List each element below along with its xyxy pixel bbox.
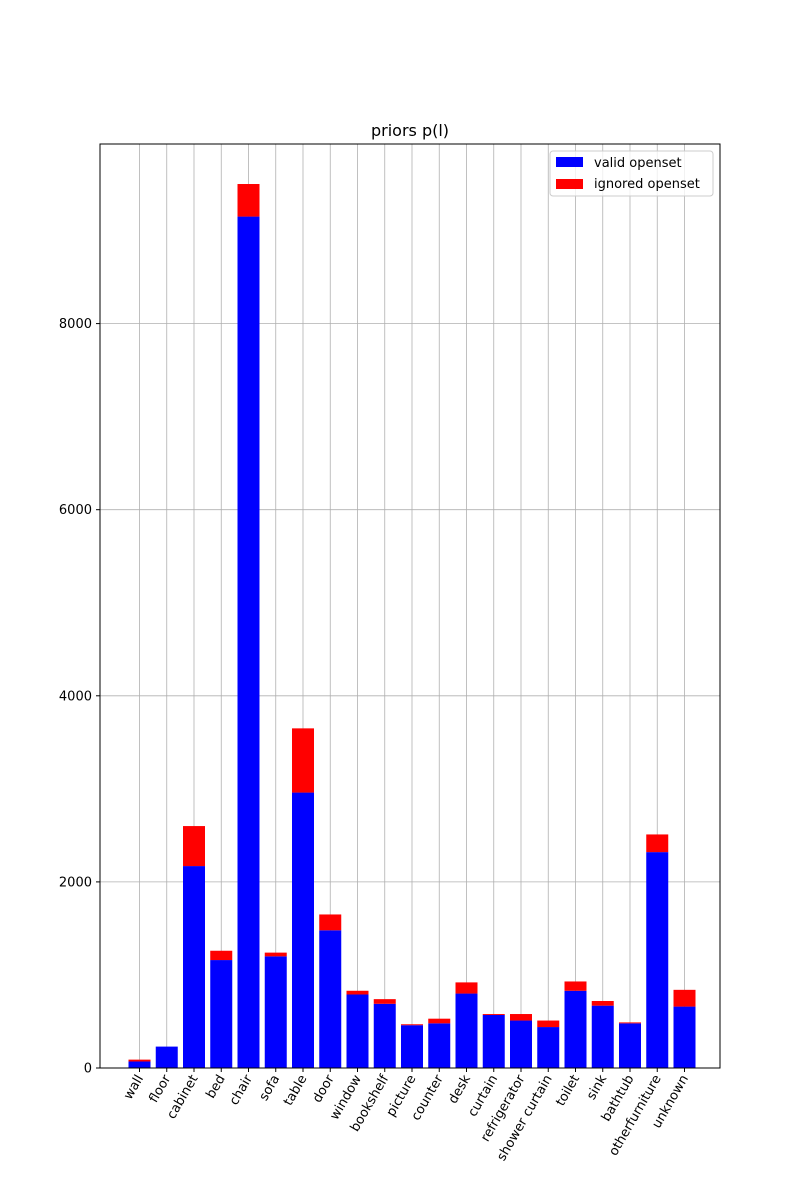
bar-valid-shower-curtain — [537, 1027, 560, 1068]
bar-valid-sink — [591, 1005, 614, 1068]
y-tick-label: 0 — [84, 1062, 92, 1077]
bar-valid-bathtub — [619, 1023, 641, 1068]
y-tick-label: 2000 — [59, 875, 92, 890]
bar-valid-door — [319, 930, 342, 1068]
bar-ignored-picture — [401, 1024, 423, 1026]
bar-ignored-curtain — [482, 1014, 505, 1015]
bar-ignored-sink — [591, 1001, 614, 1006]
bar-valid-chair — [237, 216, 260, 1068]
plot-frame — [99, 143, 721, 1069]
bar-valid-unknown — [673, 1006, 696, 1068]
bar-ignored-otherfurniture — [646, 834, 669, 853]
bar-valid-desk — [455, 993, 478, 1068]
grid-layer — [100, 144, 720, 1068]
legend-label-ignored-openset: ignored openset — [594, 177, 700, 192]
bar-ignored-toilet — [564, 981, 587, 991]
bar-valid-cabinet — [183, 866, 205, 1068]
bar-valid-sofa — [264, 956, 287, 1068]
y-tick-label: 8000 — [59, 317, 92, 332]
x-tick-label: sofa — [257, 1073, 284, 1104]
legend-box — [549, 150, 714, 197]
y-tick-label: 4000 — [59, 689, 92, 704]
bar-valid-otherfurniture — [646, 852, 669, 1068]
bar-valid-bed — [210, 960, 233, 1068]
bar-ignored-unknown — [673, 989, 696, 1007]
x-tick-label: sink — [584, 1072, 610, 1103]
bar-valid-refrigerator — [510, 1020, 532, 1068]
bar-valid-table — [292, 792, 314, 1068]
bar-ignored-table — [292, 728, 314, 793]
x-tick-label: bed — [203, 1073, 228, 1102]
legend: valid openset ignored openset — [549, 150, 714, 197]
bar-ignored-door — [319, 914, 342, 931]
x-tick-label: door — [310, 1072, 338, 1106]
bar-ignored-shower-curtain — [537, 1020, 560, 1028]
bar-ignored-bookshelf — [373, 999, 396, 1004]
bar-ignored-refrigerator — [510, 1014, 532, 1021]
bar-ignored-bed — [210, 950, 233, 961]
bar-valid-toilet — [564, 990, 587, 1068]
bar-ignored-cabinet — [183, 826, 205, 867]
x-tick-label: table — [281, 1073, 310, 1109]
x-tick-label: wall — [121, 1073, 147, 1103]
bars-layer — [128, 184, 696, 1068]
legend-label-valid-openset: valid openset — [594, 156, 682, 171]
bar-ignored-chair — [237, 184, 260, 217]
bar-ignored-bathtub — [619, 1022, 641, 1024]
x-tick-label: desk — [446, 1072, 475, 1106]
bar-ignored-wall — [128, 1059, 151, 1062]
chart-title: priors p(l) — [371, 121, 449, 140]
bar-valid-bookshelf — [373, 1003, 396, 1068]
bar-valid-curtain — [482, 1014, 505, 1068]
bar-valid-floor — [155, 1046, 178, 1068]
x-tick-label: toilet — [553, 1073, 583, 1109]
bar-valid-window — [346, 994, 369, 1068]
bar-valid-wall — [128, 1061, 151, 1068]
bar-ignored-counter — [428, 1018, 451, 1024]
legend-swatch-ignored-openset — [556, 179, 583, 189]
bar-ignored-sofa — [264, 952, 287, 957]
bar-ignored-desk — [455, 982, 478, 994]
x-tick-label: chair — [227, 1072, 256, 1108]
x-tick-label: floor — [146, 1072, 174, 1106]
bar-ignored-window — [346, 990, 369, 995]
bar-valid-picture — [401, 1025, 423, 1068]
legend-swatch-valid-openset — [556, 157, 583, 167]
y-tick-label: 6000 — [59, 503, 92, 518]
bar-valid-counter — [428, 1023, 451, 1068]
